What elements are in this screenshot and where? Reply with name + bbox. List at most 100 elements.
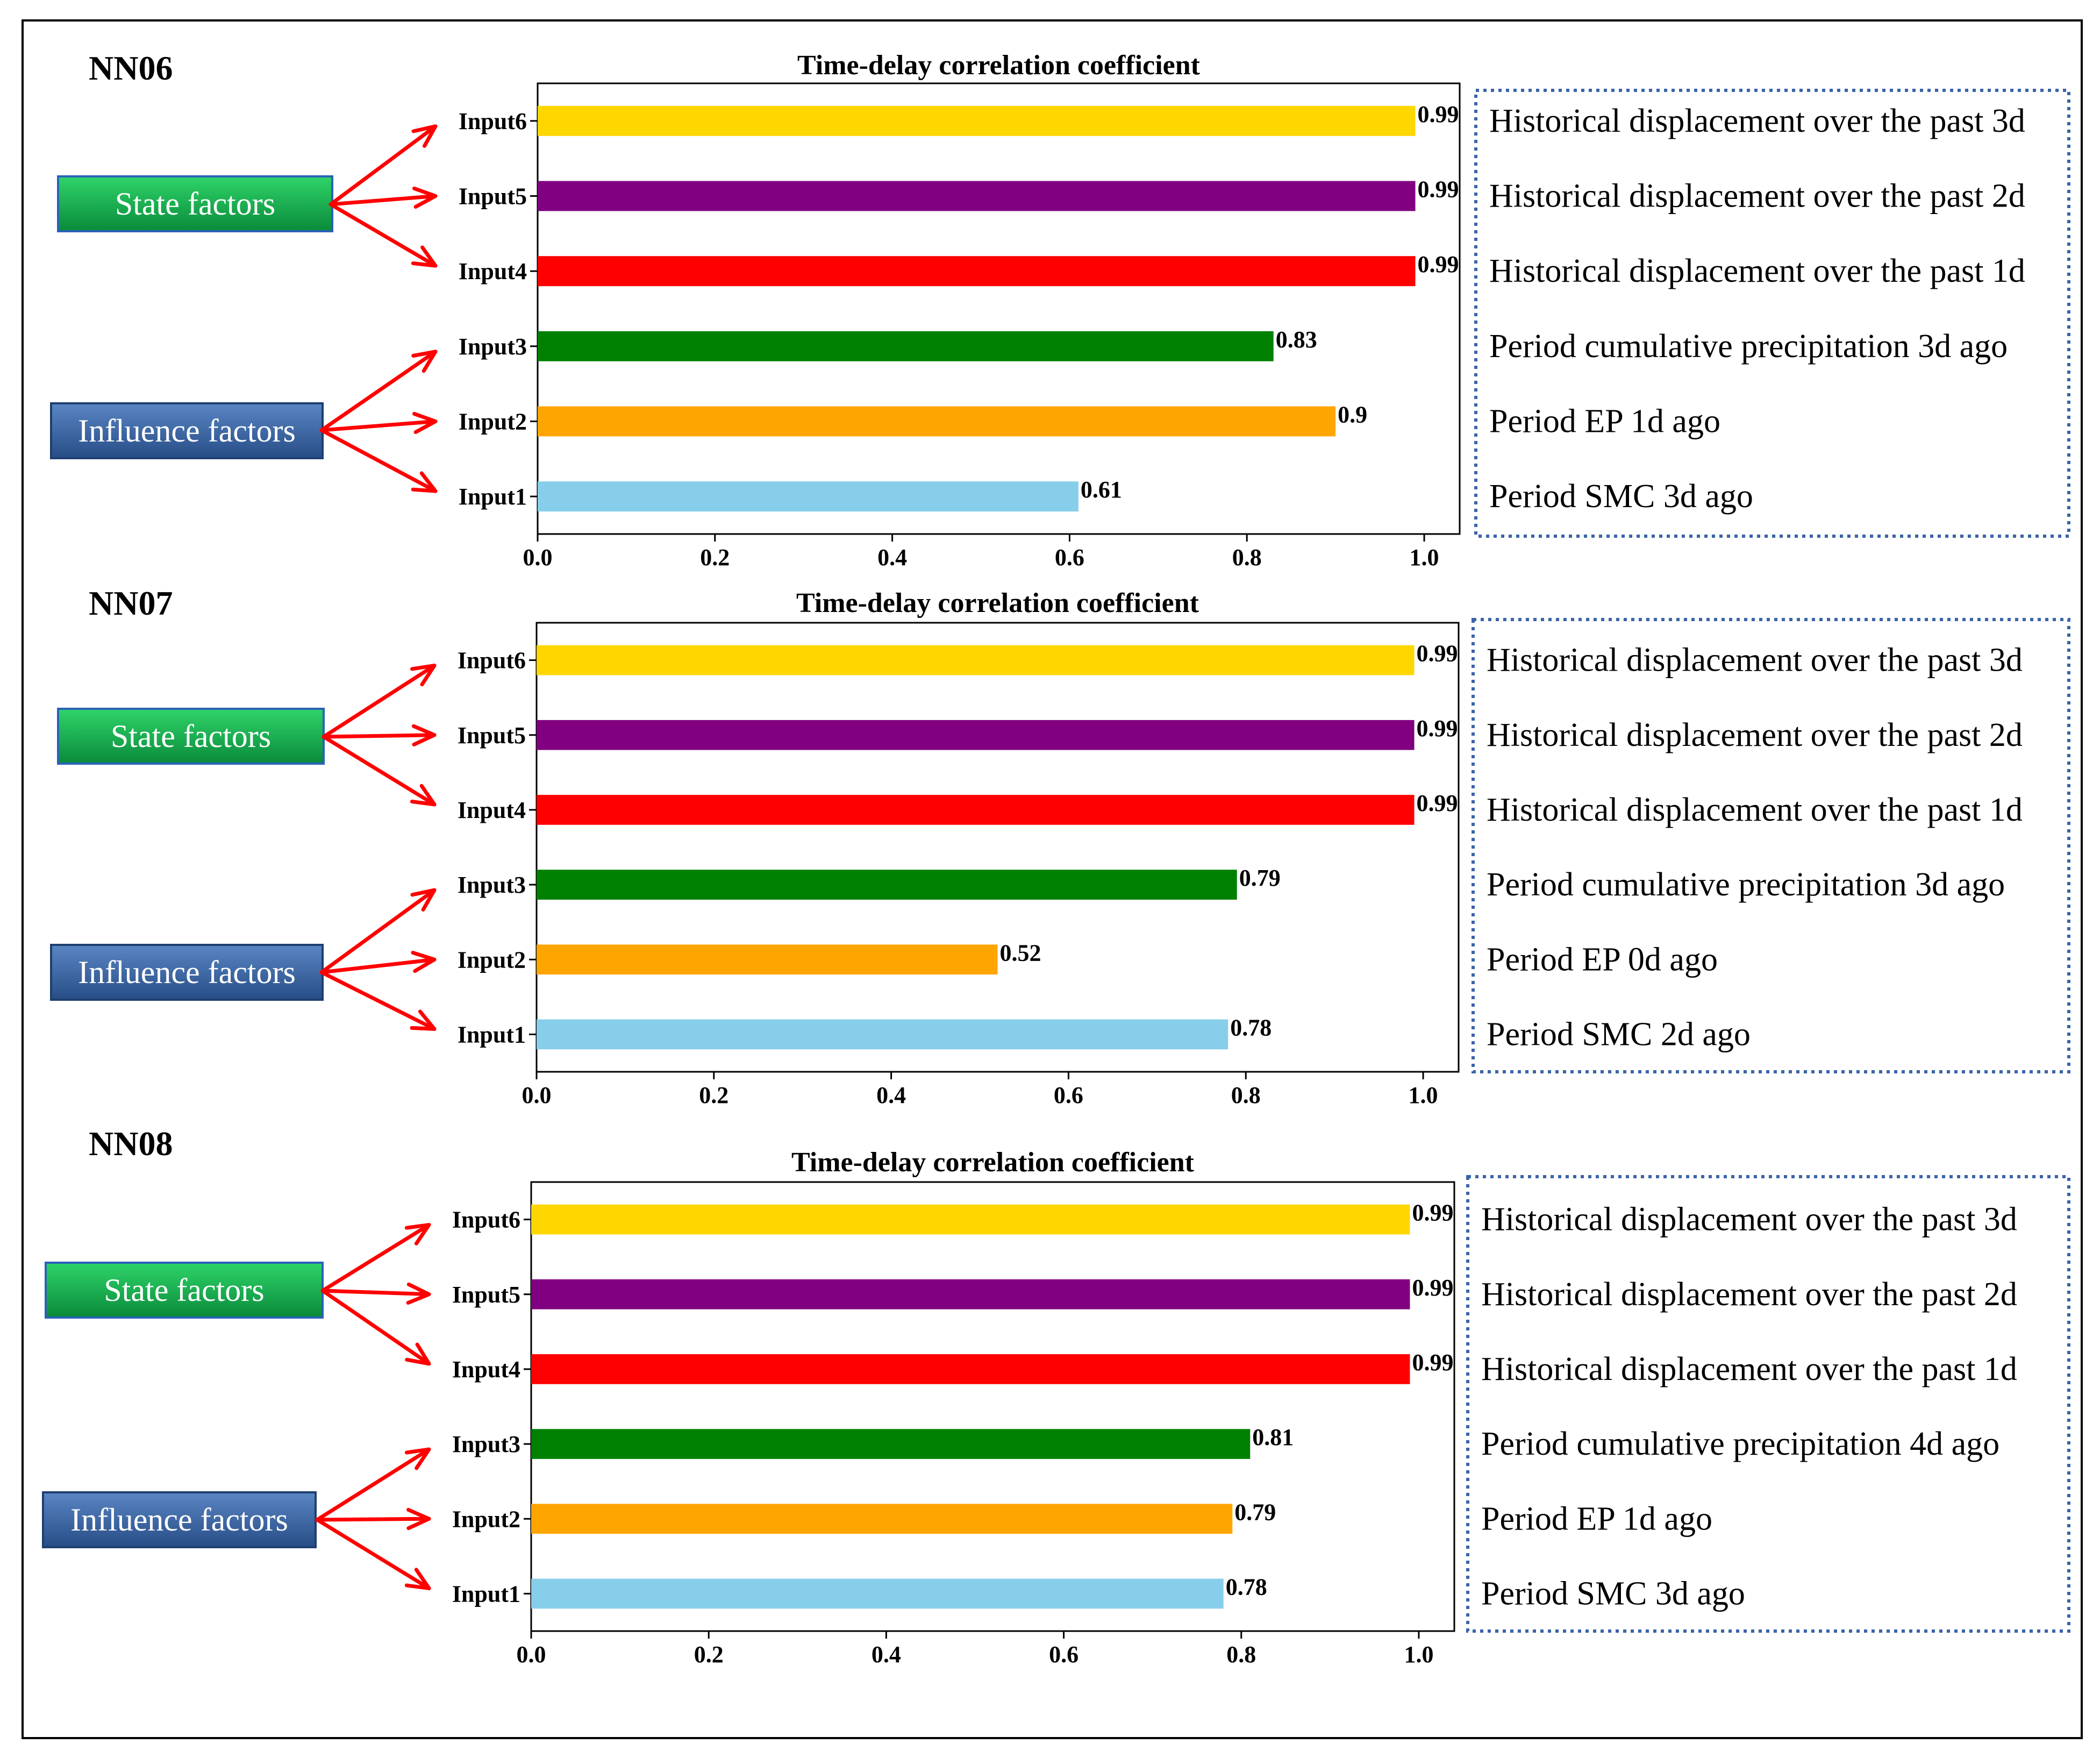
chart-title: Time-delay correlation coefficient bbox=[791, 1147, 1195, 1178]
arrow-head bbox=[411, 350, 438, 373]
arrow-head bbox=[411, 471, 438, 493]
data-label: 0.61 bbox=[1081, 476, 1122, 503]
y-tick-label: Input1 bbox=[459, 483, 527, 510]
data-label: 0.99 bbox=[1412, 1349, 1453, 1376]
factor-description: Period cumulative precipitation 4d ago bbox=[1481, 1426, 1999, 1462]
y-tick-label: Input6 bbox=[452, 1207, 520, 1233]
description-box bbox=[1474, 89, 2070, 538]
y-tick-label: Input2 bbox=[452, 1506, 520, 1532]
arrow-head bbox=[404, 1447, 431, 1470]
data-label: 0.99 bbox=[1412, 1275, 1453, 1301]
x-tick-label: 0.6 bbox=[1049, 1641, 1078, 1668]
arrow-line bbox=[320, 1289, 431, 1297]
data-label: 0.99 bbox=[1418, 176, 1459, 203]
x-tick-label: 0.0 bbox=[522, 1082, 552, 1108]
panel-label: NN08 bbox=[89, 1124, 173, 1163]
arrow-line bbox=[319, 419, 438, 432]
x-tick-label: 1.0 bbox=[1410, 544, 1439, 571]
bar-input5 bbox=[538, 181, 1416, 211]
factor-description: Historical displacement over the past 1d bbox=[1481, 1351, 2017, 1387]
data-label: 0.99 bbox=[1418, 251, 1459, 277]
x-tick-label: 0.6 bbox=[1054, 1082, 1083, 1108]
x-tick-label: 0.8 bbox=[1226, 1641, 1256, 1668]
arrow-line bbox=[328, 124, 438, 207]
bar-input6 bbox=[531, 1204, 1410, 1235]
arrow-line bbox=[319, 350, 438, 432]
factor-description: Period EP 0d ago bbox=[1487, 941, 1718, 978]
data-label: 0.99 bbox=[1412, 1200, 1453, 1226]
y-tick-label: Input3 bbox=[452, 1431, 520, 1457]
bar-input6 bbox=[538, 105, 1416, 136]
arrow-line bbox=[315, 1447, 431, 1522]
state-factors-box bbox=[45, 1262, 324, 1319]
influence-factors-label: Influence factors bbox=[70, 1502, 288, 1538]
data-label: 0.78 bbox=[1226, 1574, 1267, 1600]
arrow-head bbox=[410, 888, 437, 912]
x-tick-label: 0.8 bbox=[1231, 1082, 1261, 1108]
chart-title: Time-delay correlation coefficient bbox=[796, 588, 1199, 618]
data-label: 0.99 bbox=[1418, 101, 1459, 127]
arrow-head bbox=[411, 951, 437, 973]
bar-input3 bbox=[537, 870, 1237, 900]
state-factors-label: State factors bbox=[111, 718, 271, 754]
y-tick-label: Input4 bbox=[452, 1356, 520, 1383]
bar-input2 bbox=[537, 944, 998, 975]
factor-description: Historical displacement over the past 3d bbox=[1489, 103, 2025, 139]
figure-border bbox=[22, 19, 2083, 1739]
panel-label: NN07 bbox=[89, 584, 173, 622]
data-label: 0.9 bbox=[1338, 402, 1367, 428]
bar-input3 bbox=[531, 1429, 1251, 1459]
arrow-head bbox=[406, 1507, 431, 1531]
state-factors-label: State factors bbox=[115, 186, 275, 222]
factor-description: Historical displacement over the past 1d bbox=[1487, 792, 2023, 828]
arrow-line bbox=[319, 888, 437, 974]
bar-input6 bbox=[537, 645, 1415, 675]
y-tick-label: Input3 bbox=[459, 333, 527, 360]
bar-input5 bbox=[537, 720, 1415, 750]
y-tick-label: Input3 bbox=[458, 872, 526, 898]
y-tick-label: Input5 bbox=[459, 183, 527, 210]
arrow-line bbox=[322, 735, 437, 807]
arrow-line bbox=[315, 1517, 431, 1522]
factor-description: Period SMC 2d ago bbox=[1487, 1016, 1751, 1052]
arrow-head bbox=[410, 784, 437, 807]
bar-input5 bbox=[531, 1279, 1410, 1309]
data-label: 0.79 bbox=[1234, 1499, 1276, 1525]
arrow-line bbox=[319, 957, 437, 974]
arrow-line bbox=[328, 194, 438, 207]
description-box bbox=[1472, 618, 2070, 1073]
data-label: 0.81 bbox=[1252, 1424, 1294, 1450]
description-box bbox=[1466, 1175, 2070, 1633]
factor-description: Period SMC 3d ago bbox=[1481, 1575, 1745, 1612]
bar-input1 bbox=[537, 1019, 1228, 1050]
y-tick-label: Input6 bbox=[458, 647, 526, 674]
data-label: 0.79 bbox=[1239, 865, 1281, 891]
factor-description: Historical displacement over the past 2d bbox=[1489, 178, 2025, 215]
factor-description: Period cumulative precipitation 3d ago bbox=[1487, 866, 2005, 903]
x-tick-label: 0.4 bbox=[876, 1082, 906, 1108]
state-factors-label: State factors bbox=[104, 1272, 264, 1308]
arrow-head bbox=[406, 1282, 431, 1305]
x-tick-label: 0.4 bbox=[877, 544, 907, 571]
x-tick-label: 1.0 bbox=[1409, 1082, 1438, 1108]
data-label: 0.99 bbox=[1417, 790, 1458, 816]
factor-description: Period EP 1d ago bbox=[1481, 1500, 1712, 1537]
y-tick-label: Input5 bbox=[452, 1282, 520, 1308]
plot-area-frame bbox=[537, 82, 1461, 535]
panel-nn06: NN06 Time-delay correlation coefficient In… bbox=[50, 49, 2070, 571]
arrow-head bbox=[410, 664, 437, 687]
arrow-head bbox=[404, 1568, 431, 1590]
arrow-line bbox=[322, 733, 437, 739]
data-label: 0.99 bbox=[1417, 715, 1458, 742]
x-tick-label: 0.0 bbox=[517, 1641, 546, 1668]
influence-factors-label: Influence factors bbox=[78, 413, 296, 449]
bar-input1 bbox=[531, 1578, 1224, 1609]
x-tick-label: 0.8 bbox=[1232, 544, 1262, 571]
bar-input4 bbox=[531, 1354, 1410, 1384]
arrow-line bbox=[322, 664, 437, 739]
arrow-head bbox=[410, 1009, 437, 1031]
arrow-head bbox=[412, 411, 438, 435]
data-label: 0.83 bbox=[1276, 326, 1317, 353]
y-tick-label: Input2 bbox=[459, 409, 527, 435]
